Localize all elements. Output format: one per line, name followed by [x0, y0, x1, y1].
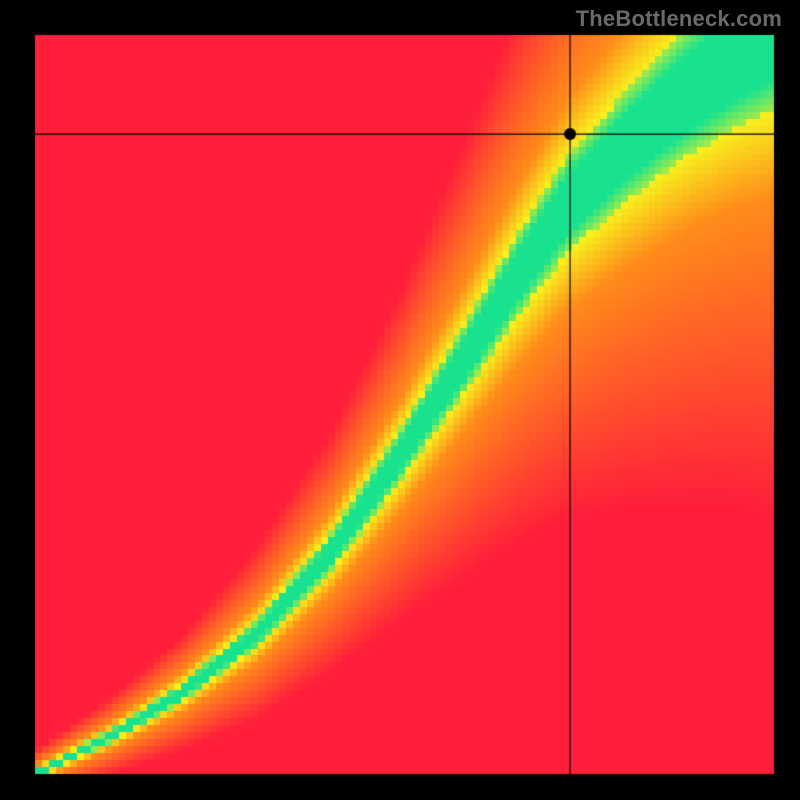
heatmap-canvas [0, 0, 800, 800]
watermark-text: TheBottleneck.com [576, 6, 782, 32]
chart-container: TheBottleneck.com [0, 0, 800, 800]
